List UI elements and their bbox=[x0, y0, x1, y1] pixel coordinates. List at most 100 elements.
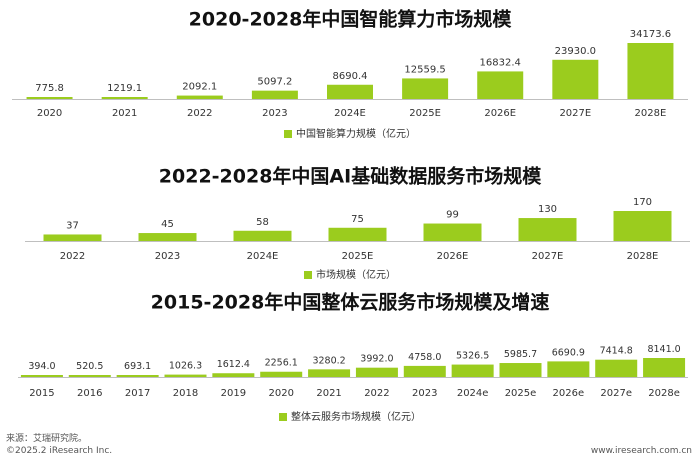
chart-2-data-label: 99 bbox=[446, 210, 459, 221]
chart-2-bar bbox=[518, 218, 577, 241]
chart-2-tick-label: 2025E bbox=[342, 251, 374, 262]
chart-1-bar bbox=[176, 95, 223, 99]
chart-3-title: 2015-2028年中国整体云服务市场规模及增速 bbox=[151, 291, 550, 314]
chart-1-tick-label: 2023 bbox=[262, 108, 287, 119]
chart-1-tick-label: 2028E bbox=[635, 108, 667, 119]
chart-3-tick-label: 2024e bbox=[457, 388, 489, 399]
chart-3-bar bbox=[116, 375, 159, 377]
chart-1-bar bbox=[552, 59, 599, 99]
chart-3-bar bbox=[499, 363, 542, 377]
chart-3-tick-label: 2026e bbox=[553, 388, 585, 399]
chart-1-tick-label: 2027E bbox=[559, 108, 591, 119]
chart-3-data-label: 1612.4 bbox=[217, 359, 250, 370]
chart-2-legend-swatch bbox=[304, 271, 312, 279]
chart-3-bar bbox=[355, 367, 398, 377]
chart-3-data-label: 7414.8 bbox=[600, 346, 633, 357]
chart-1-bar bbox=[627, 43, 674, 99]
chart-3-tick-label: 2020 bbox=[268, 388, 293, 399]
chart-1-data-label: 5097.2 bbox=[257, 77, 292, 88]
chart-3-tick-label: 2015 bbox=[29, 388, 54, 399]
chart-2-data-label: 58 bbox=[256, 217, 269, 228]
chart-3-data-label: 3992.0 bbox=[360, 354, 393, 365]
chart-3-data-label: 693.1 bbox=[124, 361, 151, 372]
chart-1-tick-label: 2020 bbox=[37, 108, 62, 119]
chart-1-data-label: 1219.1 bbox=[107, 83, 142, 94]
chart-3-tick-label: 2028e bbox=[648, 388, 680, 399]
chart-1-data-label: 775.8 bbox=[35, 83, 64, 94]
chart-2-data-label: 130 bbox=[538, 204, 557, 215]
chart-3-bar bbox=[308, 369, 351, 377]
chart-3-tick-label: 2022 bbox=[364, 388, 389, 399]
chart-1-bar bbox=[402, 78, 449, 99]
chart-1-tick-label: 2026E bbox=[484, 108, 516, 119]
source-note: 来源：艾瑞研究院。 bbox=[6, 434, 88, 444]
chart-3-tick-label: 2016 bbox=[77, 388, 102, 399]
chart-2-bar bbox=[328, 227, 387, 241]
chart-2-bar bbox=[138, 233, 197, 241]
chart-3-tick-label: 2017 bbox=[125, 388, 150, 399]
chart-3-legend-label: 整体云服务市场规模（亿元） bbox=[291, 410, 421, 423]
chart-2-bar bbox=[233, 230, 292, 241]
chart-2-data-label: 37 bbox=[66, 220, 79, 231]
chart-3-tick-label: 2018 bbox=[173, 388, 198, 399]
chart-2-tick-label: 2026E bbox=[437, 251, 469, 262]
chart-3-tick-label: 2027e bbox=[600, 388, 632, 399]
chart-1-legend-label: 中国智能算力规模（亿元） bbox=[296, 127, 416, 140]
chart-2-data-label: 75 bbox=[351, 214, 364, 225]
chart-2-tick-label: 2027E bbox=[532, 251, 564, 262]
chart-3-bar bbox=[451, 364, 494, 377]
chart-1-bar bbox=[251, 90, 298, 99]
chart-3-bar bbox=[260, 371, 303, 377]
chart-2-data-label: 45 bbox=[161, 219, 174, 230]
chart-3-bar bbox=[20, 375, 63, 377]
chart-3-data-label: 8141.0 bbox=[647, 344, 680, 355]
chart-3-data-label: 520.5 bbox=[76, 361, 103, 372]
chart-1-data-label: 16832.4 bbox=[480, 57, 521, 68]
chart-1-tick-label: 2022 bbox=[187, 108, 212, 119]
chart-1-tick-label: 2021 bbox=[112, 108, 137, 119]
chart-3-data-label: 1026.3 bbox=[169, 361, 202, 372]
chart-2-tick-label: 2022 bbox=[60, 251, 85, 262]
chart-3-bar bbox=[212, 373, 255, 377]
chart-1-data-label: 8690.4 bbox=[333, 71, 368, 82]
chart-2-tick-label: 2028E bbox=[627, 251, 659, 262]
chart-2-data-label: 170 bbox=[633, 197, 652, 208]
chart-2-tick-label: 2024E bbox=[247, 251, 279, 262]
copyright: ©2025.2 iResearch Inc. bbox=[6, 446, 113, 456]
chart-1-tick-label: 2024E bbox=[334, 108, 366, 119]
chart-1-data-label: 2092.1 bbox=[182, 82, 217, 93]
chart-3-data-label: 5326.5 bbox=[456, 351, 489, 362]
chart-3-data-label: 4758.0 bbox=[408, 352, 441, 363]
chart-3-legend-swatch bbox=[279, 413, 287, 421]
chart-3-bar bbox=[547, 361, 590, 377]
chart-2-legend-label: 市场规模（亿元） bbox=[316, 268, 396, 281]
chart-1-bar bbox=[26, 97, 73, 99]
chart-2-bar bbox=[43, 234, 102, 241]
chart-2-title: 2022-2028年中国AI基础数据服务市场规模 bbox=[159, 165, 542, 188]
chart-3-bar bbox=[164, 374, 207, 377]
chart-1-data-label: 12559.5 bbox=[404, 64, 445, 75]
chart-3-data-label: 2256.1 bbox=[265, 358, 298, 369]
chart-1-bar bbox=[327, 84, 373, 99]
chart-3-bar bbox=[595, 359, 638, 377]
chart-3-data-label: 5985.7 bbox=[504, 349, 537, 360]
chart-3-data-label: 3280.2 bbox=[312, 355, 345, 366]
chart-3-tick-label: 2023 bbox=[412, 388, 437, 399]
chart-2-bar bbox=[423, 223, 482, 241]
chart-3-bar bbox=[403, 365, 446, 377]
chart-3-bar bbox=[643, 358, 686, 377]
chart-3-tick-label: 2021 bbox=[316, 388, 341, 399]
chart-1-bar bbox=[477, 71, 524, 99]
chart-3-data-label: 394.0 bbox=[28, 361, 55, 372]
chart-1-bar bbox=[101, 97, 148, 99]
chart-1-tick-label: 2025E bbox=[409, 108, 441, 119]
website: www.iresearch.com.cn bbox=[590, 446, 692, 456]
chart-2-bar bbox=[613, 211, 672, 241]
chart-2-tick-label: 2023 bbox=[155, 251, 180, 262]
chart-1-data-label: 23930.0 bbox=[555, 46, 596, 57]
chart-3-data-label: 6690.9 bbox=[552, 347, 585, 358]
chart-1-data-label: 34173.6 bbox=[630, 29, 671, 40]
chart-3-bar bbox=[68, 375, 111, 377]
